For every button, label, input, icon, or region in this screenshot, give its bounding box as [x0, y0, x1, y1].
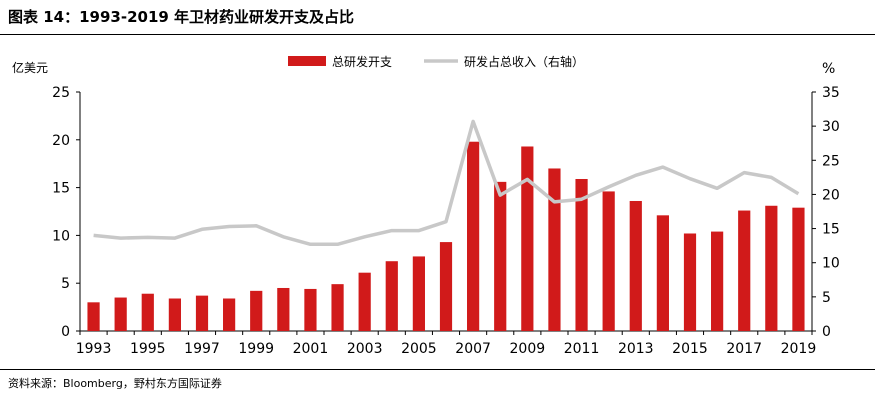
bar [548, 168, 561, 331]
bar [385, 261, 398, 331]
x-tick-label: 2009 [510, 341, 546, 357]
bar [87, 302, 100, 331]
source-note: 资料来源：Bloomberg，野村东方国际证券 [8, 377, 222, 390]
right-tick-label: 25 [822, 153, 840, 169]
right-axis: 0 5 10 15 20 25 30 35 [811, 85, 840, 340]
bar [250, 290, 263, 331]
bar [792, 207, 805, 331]
x-tick-label: 1997 [184, 341, 220, 357]
right-tick-label: 0 [822, 324, 831, 340]
legend: 总研发开支 研发占总收入（右轴） [288, 54, 584, 69]
bar [358, 272, 371, 331]
bar [168, 298, 181, 331]
bar [602, 191, 615, 331]
left-axis: 0 5 10 15 20 25 [52, 85, 81, 340]
bar [141, 293, 154, 331]
left-tick-label: 20 [52, 133, 70, 149]
x-tick-label: 2001 [293, 341, 329, 357]
x-tick-label: 2011 [564, 341, 600, 357]
line-series [93, 119, 800, 247]
bar [331, 284, 344, 331]
x-tick-label: 2005 [401, 341, 437, 357]
left-tick-label: 25 [52, 85, 70, 101]
x-tick-label: 2003 [347, 341, 383, 357]
bar [521, 146, 534, 331]
bar [277, 287, 290, 331]
bar [467, 141, 480, 331]
left-tick-label: 10 [52, 228, 70, 244]
x-tick-label: 2017 [726, 341, 762, 357]
bottom-rule [0, 369, 875, 370]
left-tick-label: 15 [52, 181, 70, 197]
figure-title: 图表 14：1993-2019 年卫材药业研发开支及占比 [8, 8, 355, 26]
bar [114, 297, 127, 331]
x-tick-label: 2019 [781, 341, 817, 357]
legend-label-line: 研发占总收入（右轴） [464, 54, 584, 69]
top-rule [0, 34, 875, 35]
legend-swatch-bar [288, 56, 326, 66]
bar [683, 233, 697, 331]
series-line [93, 119, 800, 247]
legend-label-bar: 总研发开支 [332, 54, 392, 69]
right-tick-label: 35 [822, 85, 840, 101]
x-tick-label: 2015 [672, 341, 708, 357]
bar [656, 215, 669, 331]
bar [629, 200, 642, 331]
bar [494, 181, 507, 331]
bar-series [87, 141, 805, 331]
left-tick-label: 0 [61, 324, 70, 340]
y2-axis-label: % [822, 61, 835, 77]
bar [195, 295, 209, 331]
x-tick-label: 1993 [76, 341, 112, 357]
right-tick-label: 10 [822, 256, 840, 272]
bar [738, 210, 751, 331]
bar [765, 205, 778, 331]
bar [223, 298, 236, 331]
x-axis: 1993 1995 1997 1999 2001 2003 2005 2007 2009 2011… [76, 330, 817, 357]
bar [439, 242, 453, 331]
x-tick-label: 1995 [130, 341, 166, 357]
right-tick-label: 20 [822, 187, 840, 203]
right-tick-label: 15 [822, 222, 840, 238]
x-tick-label: 2007 [455, 341, 491, 357]
left-tick-label: 5 [61, 276, 70, 292]
x-tick-label: 1999 [238, 341, 274, 357]
bar [412, 256, 425, 331]
x-tick-label: 2013 [618, 341, 654, 357]
bar [304, 288, 317, 331]
bar [575, 178, 588, 331]
right-tick-label: 30 [822, 119, 840, 135]
right-tick-label: 5 [822, 290, 831, 306]
bar [711, 231, 724, 331]
y-axis-label: 亿美元 [12, 60, 48, 75]
